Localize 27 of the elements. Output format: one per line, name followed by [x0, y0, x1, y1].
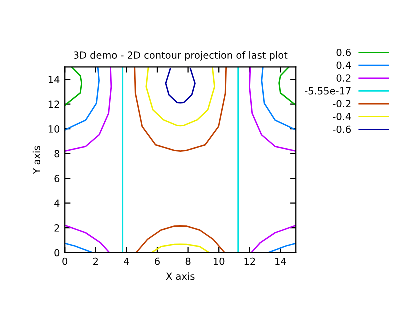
x-tick-label: 2 [94, 258, 98, 266]
x-tick-label: 14 [276, 258, 286, 266]
chart-title: 3D demo - 2D contour projection of last plot [74, 51, 288, 61]
y-tick-label: 10 [48, 126, 60, 133]
x-tick-label: 10 [214, 258, 225, 266]
legend-label: -5.55e-17 [305, 88, 351, 95]
legend-label: -0.6 [333, 126, 352, 134]
y-tick-label: 6 [54, 175, 60, 182]
x-tick-label: 6 [155, 258, 160, 266]
x-axis-title: X axis [166, 272, 195, 280]
x-tick-label: 12 [244, 258, 256, 266]
legend-label: -0.4 [333, 113, 352, 120]
x-tick-label: 4 [124, 258, 130, 266]
x-tick-label: 8 [186, 258, 191, 266]
y-tick-label: 14 [48, 76, 60, 84]
y-tick-label: 0 [54, 249, 60, 257]
y-tick-label: 12 [48, 100, 60, 108]
legend-label: -0.2 [333, 100, 351, 108]
legend-label: 0.6 [336, 48, 352, 56]
legend-label: 0.2 [336, 74, 351, 82]
line-series [165, 68, 196, 104]
y-tick-label: 8 [54, 150, 60, 158]
y-tick-label: 4 [54, 200, 60, 207]
legend-label: 0.4 [336, 62, 352, 70]
y-axis-title: Y axis [32, 146, 40, 174]
x-tick-label: 0 [62, 258, 68, 266]
y-tick-label: 2 [54, 224, 60, 232]
